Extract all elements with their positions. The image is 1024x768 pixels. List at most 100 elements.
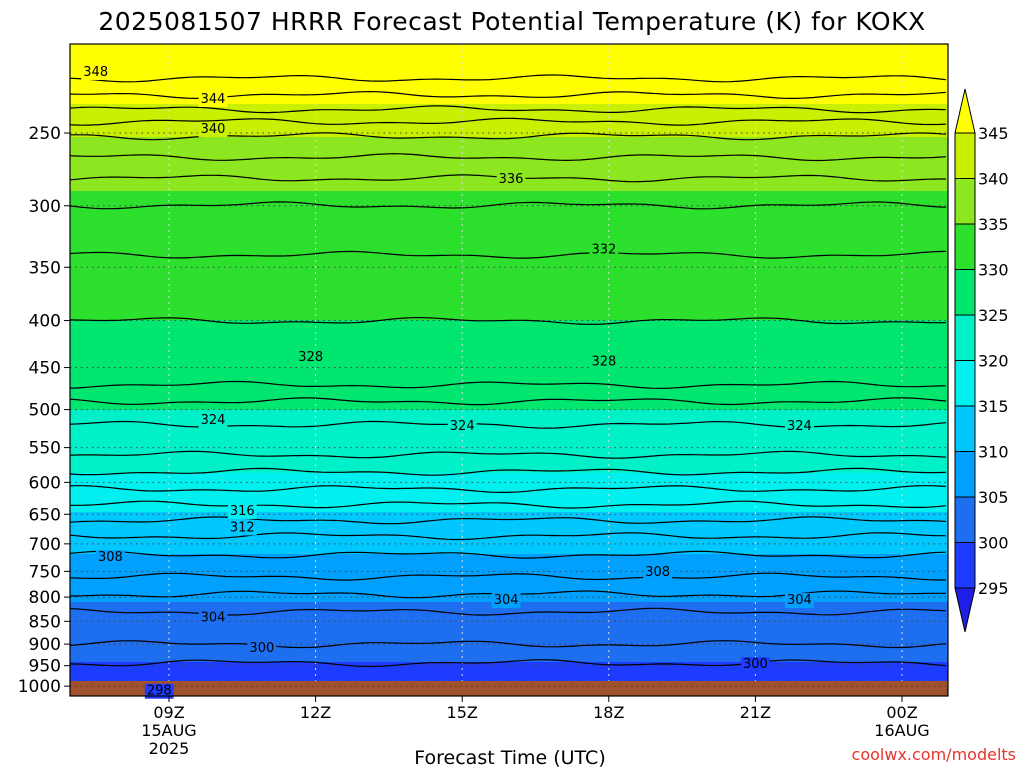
field-band bbox=[70, 470, 948, 474]
colorbar-label: 300 bbox=[978, 534, 1009, 553]
field-band bbox=[70, 644, 948, 648]
field-band bbox=[70, 485, 948, 489]
contour-label-bg bbox=[198, 413, 228, 429]
colorbar-segment bbox=[954, 223, 976, 270]
field-band bbox=[70, 200, 948, 204]
field-band bbox=[70, 365, 948, 369]
field-band bbox=[70, 623, 948, 627]
colorbar-label: 305 bbox=[978, 488, 1009, 507]
field-band bbox=[70, 272, 948, 276]
field-band bbox=[70, 299, 948, 303]
contour-line bbox=[70, 105, 947, 114]
field-band bbox=[70, 419, 948, 423]
plot-frame bbox=[69, 43, 949, 697]
field-band bbox=[70, 311, 948, 315]
contour-label: 340 bbox=[201, 122, 226, 137]
field-band bbox=[70, 230, 948, 234]
field-band bbox=[70, 293, 948, 297]
field-band bbox=[70, 80, 948, 84]
contour-label-bg bbox=[589, 354, 619, 370]
contour-label: 324 bbox=[450, 419, 475, 434]
field-band bbox=[70, 557, 948, 561]
field-band bbox=[70, 341, 948, 345]
contour-line bbox=[70, 485, 947, 493]
contour-label-bg bbox=[198, 122, 228, 138]
credit-text: coolwx.com/modelts bbox=[852, 745, 1016, 764]
field-band bbox=[70, 416, 948, 420]
field-band bbox=[70, 254, 948, 258]
field-band bbox=[70, 248, 948, 252]
field-band bbox=[70, 167, 948, 171]
field-band bbox=[70, 410, 948, 414]
contour-label: 300 bbox=[249, 641, 274, 656]
field-band bbox=[70, 107, 948, 111]
contour-label-bg bbox=[643, 564, 673, 580]
contour-label-bg bbox=[227, 520, 257, 536]
field-band bbox=[70, 224, 948, 228]
field-band bbox=[70, 278, 948, 282]
contour-label-bg bbox=[784, 593, 814, 609]
field-band bbox=[70, 77, 948, 81]
field-band bbox=[70, 389, 948, 393]
field-band bbox=[70, 665, 948, 669]
colorbar-label: 320 bbox=[978, 352, 1009, 371]
field-band bbox=[70, 260, 948, 264]
y-tick-label: 950 bbox=[29, 657, 61, 677]
field-band bbox=[70, 356, 948, 360]
field-band bbox=[70, 647, 948, 651]
field-band bbox=[70, 368, 948, 372]
colorbar-label: 335 bbox=[978, 215, 1009, 234]
contour-line bbox=[70, 640, 947, 649]
field-band bbox=[70, 104, 948, 108]
field-band bbox=[70, 242, 948, 246]
y-tick-label: 650 bbox=[29, 505, 61, 525]
field-band bbox=[70, 641, 948, 645]
field-band bbox=[70, 554, 948, 558]
contour-label-bg bbox=[589, 242, 619, 258]
field-band bbox=[70, 404, 948, 408]
field-band bbox=[70, 305, 948, 309]
field-band bbox=[70, 323, 948, 327]
field-band bbox=[70, 233, 948, 237]
theta-field bbox=[70, 44, 948, 696]
colorbar-segment bbox=[954, 542, 976, 589]
colorbar-segment bbox=[954, 360, 976, 407]
field-band bbox=[70, 374, 948, 378]
field-band bbox=[70, 329, 948, 333]
field-band bbox=[70, 407, 948, 411]
contour-label-bg bbox=[740, 657, 770, 673]
field-band bbox=[70, 227, 948, 231]
colorbar-segment bbox=[954, 451, 976, 498]
field-band bbox=[70, 344, 948, 348]
field-band bbox=[70, 428, 948, 432]
contour-line bbox=[70, 250, 947, 259]
contour-label: 298 bbox=[147, 684, 172, 699]
field-band bbox=[70, 551, 948, 555]
field-band bbox=[70, 434, 948, 438]
field-band bbox=[70, 74, 948, 78]
contour-line bbox=[70, 532, 947, 541]
field-band bbox=[70, 98, 948, 102]
colorbar-label: 295 bbox=[978, 579, 1009, 598]
field-band bbox=[70, 197, 948, 201]
contour-line bbox=[70, 117, 947, 126]
field-band bbox=[70, 677, 948, 681]
field-band bbox=[70, 68, 948, 72]
contour-label-bg bbox=[198, 92, 228, 108]
field-band bbox=[70, 128, 948, 132]
field-band bbox=[70, 257, 948, 261]
field-band bbox=[70, 533, 948, 537]
y-axis: 250 300 350 400 450 500 550 600 650 700 750 800 850 9… bbox=[18, 124, 70, 697]
contour-line bbox=[70, 380, 947, 389]
field-band bbox=[70, 269, 948, 273]
field-band bbox=[70, 536, 948, 540]
field-band bbox=[70, 155, 948, 159]
contour-label-bg bbox=[198, 610, 228, 626]
colorbar-segment bbox=[954, 496, 976, 543]
y-tick-label: 850 bbox=[29, 612, 61, 632]
contour-line bbox=[70, 153, 947, 162]
field-band bbox=[70, 281, 948, 285]
x-tick-label: 00Z bbox=[886, 703, 917, 722]
colorbar: 295 300 305 310 315 320 325 330 335 340 345 bbox=[954, 88, 1009, 633]
